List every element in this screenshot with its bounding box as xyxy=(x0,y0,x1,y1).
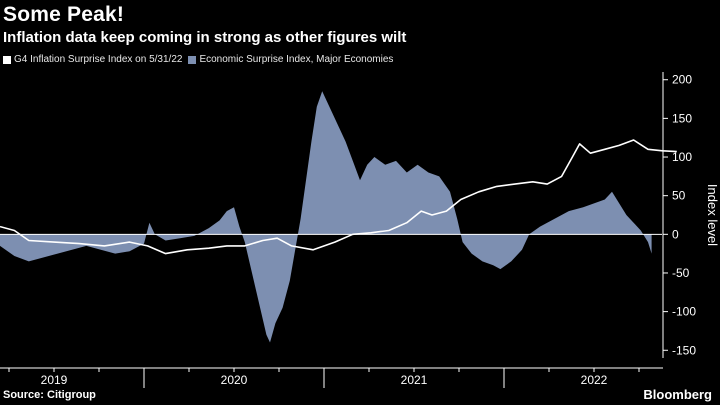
x-tick-label: 2021 xyxy=(401,373,428,387)
y-tick-label: -100 xyxy=(672,305,696,319)
economic-surprise-area xyxy=(0,91,652,343)
inflation-surprise-line xyxy=(0,139,677,255)
legend-swatch-inflation xyxy=(3,55,11,64)
source-note: Source: Citigroup xyxy=(3,389,96,401)
y-tick-label: 200 xyxy=(672,73,692,87)
y-tick-label: 100 xyxy=(672,150,692,164)
x-tick-label: 2020 xyxy=(221,373,248,387)
legend-swatch-economic xyxy=(188,55,197,64)
legend-label-economic: Economic Surprise Index, Major Economies xyxy=(199,54,394,65)
y-tick-label: 150 xyxy=(672,111,692,125)
area-layer xyxy=(0,91,652,343)
y-tick-label: 50 xyxy=(672,189,686,203)
legend-item-inflation: G4 Inflation Surprise Index on 5/31/22 xyxy=(3,54,182,65)
x-tick-label: 2022 xyxy=(581,373,608,387)
y-axis-title: Index level xyxy=(705,184,720,246)
legend-label-inflation: G4 Inflation Surprise Index on 5/31/22 xyxy=(14,54,183,65)
legend: G4 Inflation Surprise Index on 5/31/22 E… xyxy=(3,54,399,65)
brand-logo: Bloomberg xyxy=(643,387,712,402)
line-layer xyxy=(0,139,677,255)
axis-layer: -150 -100 -50 0 50 100 150 200 2019 2020 2021 2022 xyxy=(0,72,696,388)
y-tick-label: 0 xyxy=(672,227,679,241)
x-tick-label: 2019 xyxy=(41,373,68,387)
y-tick-label: -50 xyxy=(672,266,690,280)
legend-item-economic: Economic Surprise Index, Major Economies xyxy=(188,54,393,65)
chart-subtitle: Inflation data keep coming in strong as … xyxy=(3,29,407,46)
y-tick-label: -150 xyxy=(672,343,696,357)
chart-title: Some Peak! xyxy=(3,3,125,26)
